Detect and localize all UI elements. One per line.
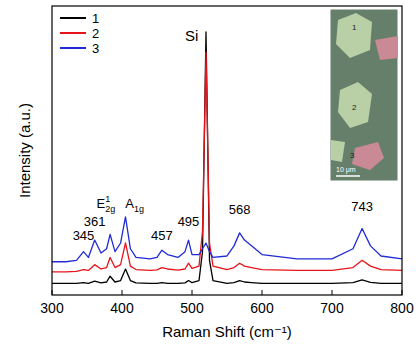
scale-bar <box>336 175 360 177</box>
inset-label: 2 <box>352 103 357 112</box>
x-tick-label: 300 <box>40 300 64 316</box>
chart: 300 400 500 600 700 800 Raman Shift (cm⁻¹) Inte… <box>0 0 420 351</box>
annotation-text: E <box>97 196 106 211</box>
legend-label: 1 <box>92 11 99 26</box>
flake <box>336 13 372 58</box>
annotation-sup: 1 <box>105 194 110 204</box>
annotation-text: A <box>125 196 134 211</box>
frame <box>52 6 402 295</box>
x-tick <box>262 290 263 295</box>
flake <box>375 36 398 60</box>
annotation: 361 <box>84 214 106 229</box>
annotation-text: 568 <box>229 202 251 217</box>
inset-label: 1 <box>352 23 357 32</box>
annotation: 495 <box>178 214 200 229</box>
annotation: 743 <box>351 199 373 214</box>
x-tick <box>192 290 193 295</box>
legend-swatch <box>60 32 86 34</box>
annotation: 568 <box>229 202 251 217</box>
legend-swatch <box>60 17 86 19</box>
flake <box>331 140 345 162</box>
annotation-text: 743 <box>351 199 373 214</box>
annotation-text: 345 <box>73 228 95 243</box>
x-tick <box>332 290 333 295</box>
inset-background <box>330 9 398 181</box>
x-axis-label: Raman Shift (cm⁻¹) <box>162 323 292 340</box>
annotation: 457 <box>151 228 173 243</box>
x-tick-label: 700 <box>320 300 344 316</box>
x-tick <box>402 290 403 295</box>
annotation-text: 495 <box>178 214 200 229</box>
annotation: Si <box>185 27 198 44</box>
x-tick <box>52 290 53 295</box>
flake <box>338 82 372 128</box>
x-tick <box>122 290 123 295</box>
annotation-text: 457 <box>151 228 173 243</box>
annotation: A1g <box>125 196 144 214</box>
x-tick-label: 500 <box>180 300 204 316</box>
inset: 1 2 3 10 μm <box>330 9 398 181</box>
annotation-text: Si <box>185 27 198 44</box>
y-axis-label: Intensity (a.u.) <box>16 103 33 198</box>
legend-swatch <box>60 47 86 49</box>
annotation-text: 361 <box>84 214 106 229</box>
scale-bar-label: 10 μm <box>336 166 356 174</box>
legend-label: 3 <box>92 41 99 56</box>
annotation: E12g <box>97 194 116 214</box>
annotation-sub: 2g <box>105 204 115 214</box>
inset-label: 3 <box>350 151 355 160</box>
legend-label: 2 <box>92 26 99 41</box>
annotation: 345 <box>73 228 95 243</box>
flake <box>352 142 384 170</box>
x-tick-label: 400 <box>110 300 134 316</box>
annotation-sub: 1g <box>134 204 144 214</box>
x-tick-label: 800 <box>390 300 414 316</box>
x-tick-label: 600 <box>250 300 274 316</box>
